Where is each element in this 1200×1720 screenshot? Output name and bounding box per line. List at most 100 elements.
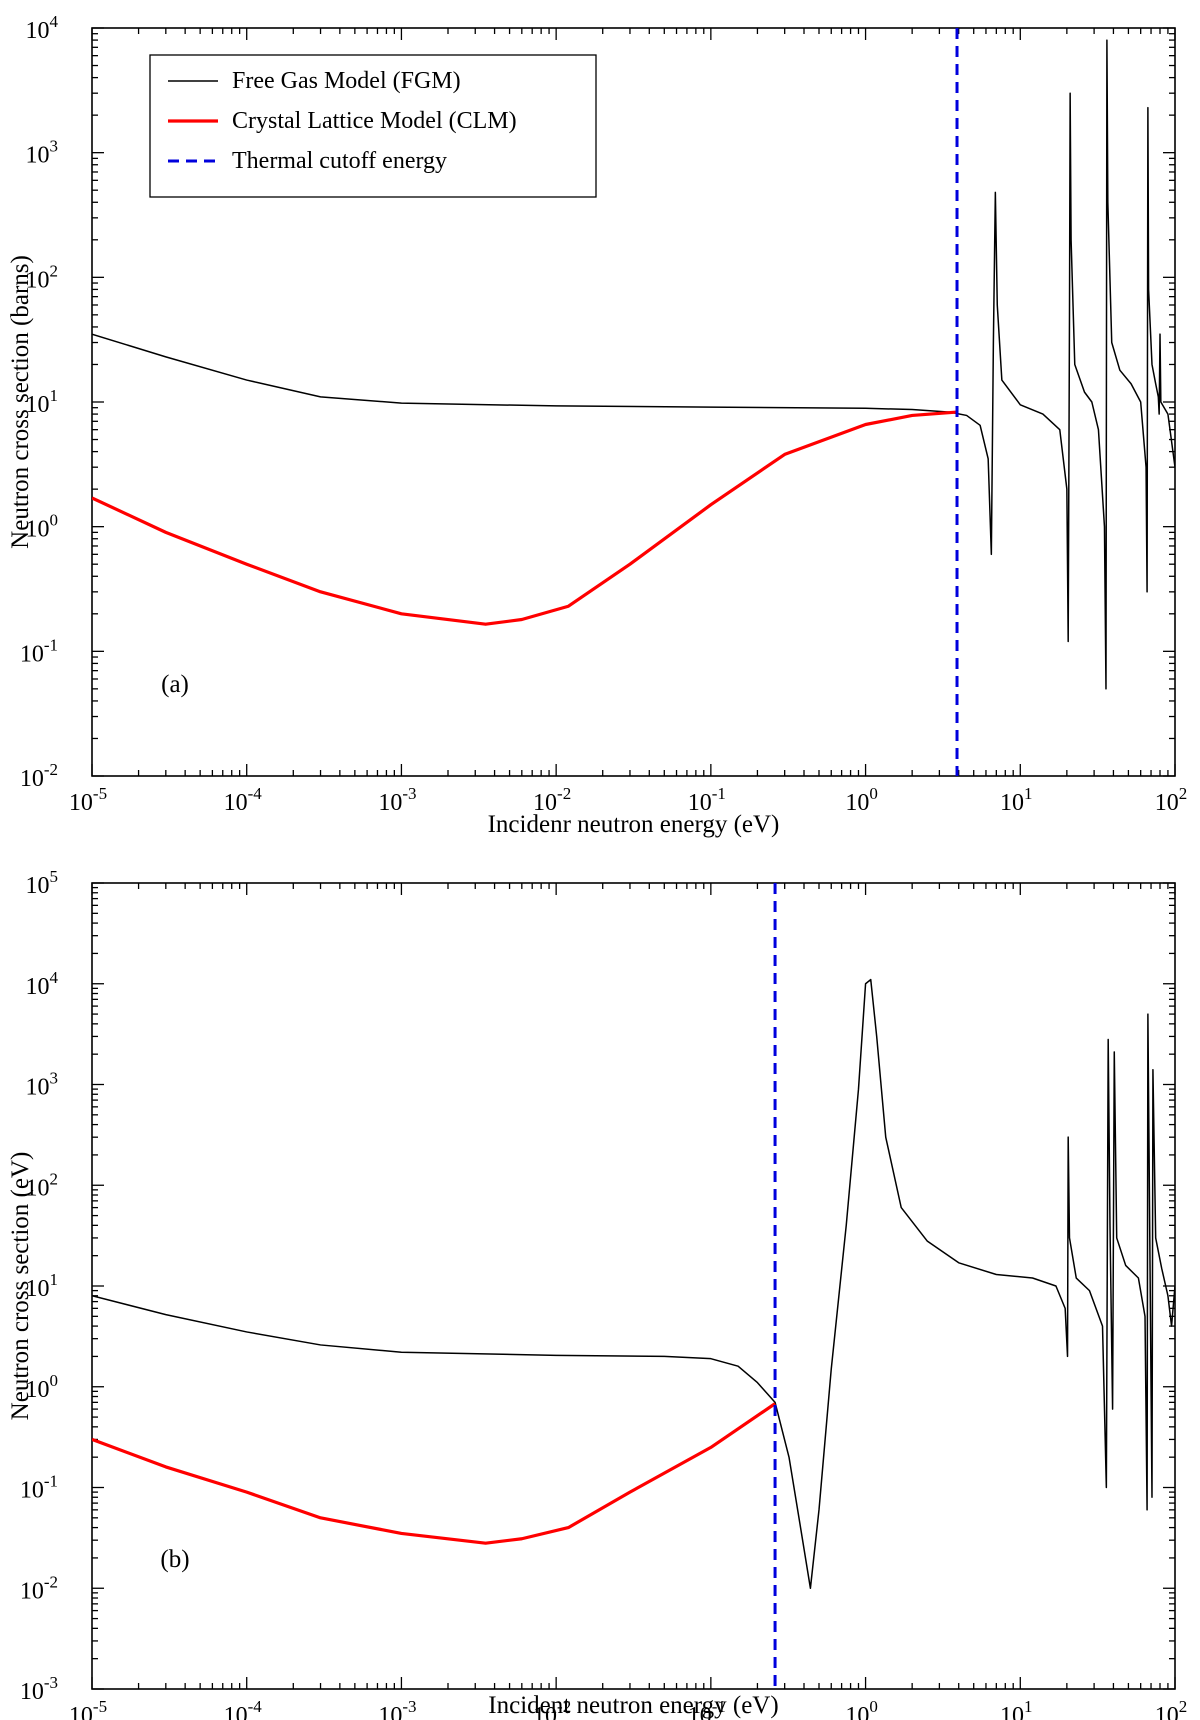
x-tick-exponent: -3 — [402, 784, 416, 803]
y-tick-exponent: 0 — [50, 1371, 59, 1390]
x-tick-label: 100 — [845, 1697, 878, 1720]
x-tick-base: 10 — [378, 790, 402, 816]
x-tick-exponent: -2 — [557, 1697, 571, 1716]
y-tick-exponent: -1 — [44, 1472, 58, 1491]
x-tick-label: 102 — [1155, 1697, 1188, 1720]
x-tick-exponent: -2 — [557, 784, 571, 803]
y-tick-base: 10 — [26, 1276, 50, 1302]
y-tick-label: 104 — [26, 12, 59, 44]
x-tick-label: 10-4 — [224, 784, 263, 816]
x-tick-base: 10 — [224, 790, 248, 816]
y-tick-label: 100 — [26, 511, 59, 543]
x-tick-label: 10-3 — [378, 784, 416, 816]
x-axis-label: Incident neutron energy (eV) — [488, 1692, 778, 1719]
x-tick-exponent: -4 — [248, 1697, 263, 1716]
y-tick-exponent: 3 — [50, 137, 59, 156]
x-tick-label: 10-5 — [69, 784, 107, 816]
y-tick-exponent: 1 — [50, 386, 59, 405]
y-tick-label: 102 — [26, 1169, 59, 1201]
y-tick-exponent: -3 — [44, 1673, 58, 1692]
y-tick-label: 10-1 — [20, 1472, 58, 1504]
y-tick-base: 10 — [26, 517, 50, 543]
y-tick-label: 10-3 — [20, 1673, 58, 1705]
y-tick-label: 103 — [26, 1069, 59, 1101]
y-tick-label: 10-2 — [20, 1572, 58, 1604]
legend: Free Gas Model (FGM) Crystal Lattice Mode… — [149, 54, 597, 198]
legend-label: Free Gas Model (FGM) — [232, 68, 461, 94]
y-tick-exponent: -1 — [44, 635, 58, 654]
y-tick-base: 10 — [26, 18, 50, 44]
y-tick-label: 101 — [26, 386, 59, 418]
x-tick-label: 10-3 — [378, 1697, 416, 1720]
fgm-series-line — [92, 978, 1175, 1589]
x-tick-base: 10 — [69, 790, 93, 816]
x-tick-exponent: 0 — [869, 784, 878, 803]
x-tick-label: 101 — [1000, 1697, 1032, 1720]
y-tick-base: 10 — [26, 392, 50, 418]
y-tick-exponent: 4 — [50, 12, 59, 31]
x-tick-base: 10 — [688, 790, 712, 816]
y-tick-label: 101 — [26, 1270, 59, 1302]
y-tick-base: 10 — [20, 1478, 44, 1504]
y-axis-label: Neutron cross section (barns) — [7, 255, 34, 549]
x-tick-base: 10 — [688, 1703, 712, 1720]
y-tick-base: 10 — [20, 1578, 44, 1604]
y-tick-exponent: 4 — [50, 968, 59, 987]
y-tick-base: 10 — [26, 1175, 50, 1201]
x-tick-label: 10-1 — [688, 784, 726, 816]
y-tick-exponent: 2 — [50, 261, 59, 280]
fgm-series-line — [92, 39, 1175, 690]
y-axis-label: Neutron cross section (eV) — [7, 1152, 34, 1421]
y-tick-base: 10 — [26, 1377, 50, 1403]
x-tick-exponent: -5 — [93, 784, 107, 803]
x-tick-label: 101 — [1000, 784, 1032, 816]
x-tick-exponent: -1 — [712, 1697, 726, 1716]
x-tick-label: 10-4 — [224, 1697, 263, 1720]
panel-label: (a) — [161, 671, 189, 698]
x-tick-base: 10 — [845, 790, 869, 816]
x-tick-exponent: 1 — [1024, 1697, 1033, 1716]
x-tick-label: 10-2 — [533, 1697, 571, 1720]
plot-area — [92, 978, 1175, 1589]
y-tick-exponent: -2 — [44, 1572, 58, 1591]
x-tick-base: 10 — [1000, 1703, 1024, 1720]
y-tick-exponent: 1 — [50, 1270, 59, 1289]
x-tick-exponent: -1 — [712, 784, 726, 803]
x-tick-label: 10-2 — [533, 784, 571, 816]
plot-area — [92, 39, 1175, 690]
x-axis-label: Incidenr neutron energy (eV) — [488, 811, 780, 838]
x-tick-label: 100 — [845, 784, 878, 816]
x-tick-exponent: 2 — [1179, 784, 1188, 803]
x-tick-exponent: 1 — [1024, 784, 1033, 803]
y-tick-base: 10 — [20, 641, 44, 667]
clm-series-line — [92, 1402, 776, 1545]
x-tick-base: 10 — [378, 1703, 402, 1720]
panel-label: (b) — [160, 1546, 189, 1573]
y-tick-base: 10 — [20, 766, 44, 792]
y-tick-label: 103 — [26, 137, 59, 169]
y-tick-base: 10 — [26, 974, 50, 1000]
y-tick-label: 105 — [26, 867, 59, 899]
y-tick-base: 10 — [26, 267, 50, 293]
x-tick-exponent: -5 — [93, 1697, 107, 1716]
y-tick-base: 10 — [26, 1075, 50, 1101]
x-tick-label: 10-5 — [69, 1697, 107, 1720]
y-tick-exponent: 3 — [50, 1069, 59, 1088]
x-tick-base: 10 — [533, 790, 557, 816]
y-tick-base: 10 — [20, 1679, 44, 1705]
y-tick-label: 102 — [26, 261, 59, 293]
x-tick-exponent: 2 — [1179, 1697, 1188, 1716]
y-tick-exponent: 0 — [50, 511, 59, 530]
y-tick-exponent: 5 — [50, 867, 59, 886]
x-tick-base: 10 — [1155, 790, 1179, 816]
panel-b: 10-5 10-4 10-3 10-2 10-1 100 101 10210-310-210-… — [7, 867, 1187, 1720]
y-tick-label: 100 — [26, 1371, 59, 1403]
x-tick-base: 10 — [533, 1703, 557, 1720]
x-tick-base: 10 — [224, 1703, 248, 1720]
legend-box — [149, 54, 597, 198]
x-tick-base: 10 — [1155, 1703, 1179, 1720]
y-tick-label: 10-2 — [20, 760, 58, 792]
y-tick-exponent: 2 — [50, 1169, 59, 1188]
x-tick-label: 102 — [1155, 784, 1188, 816]
